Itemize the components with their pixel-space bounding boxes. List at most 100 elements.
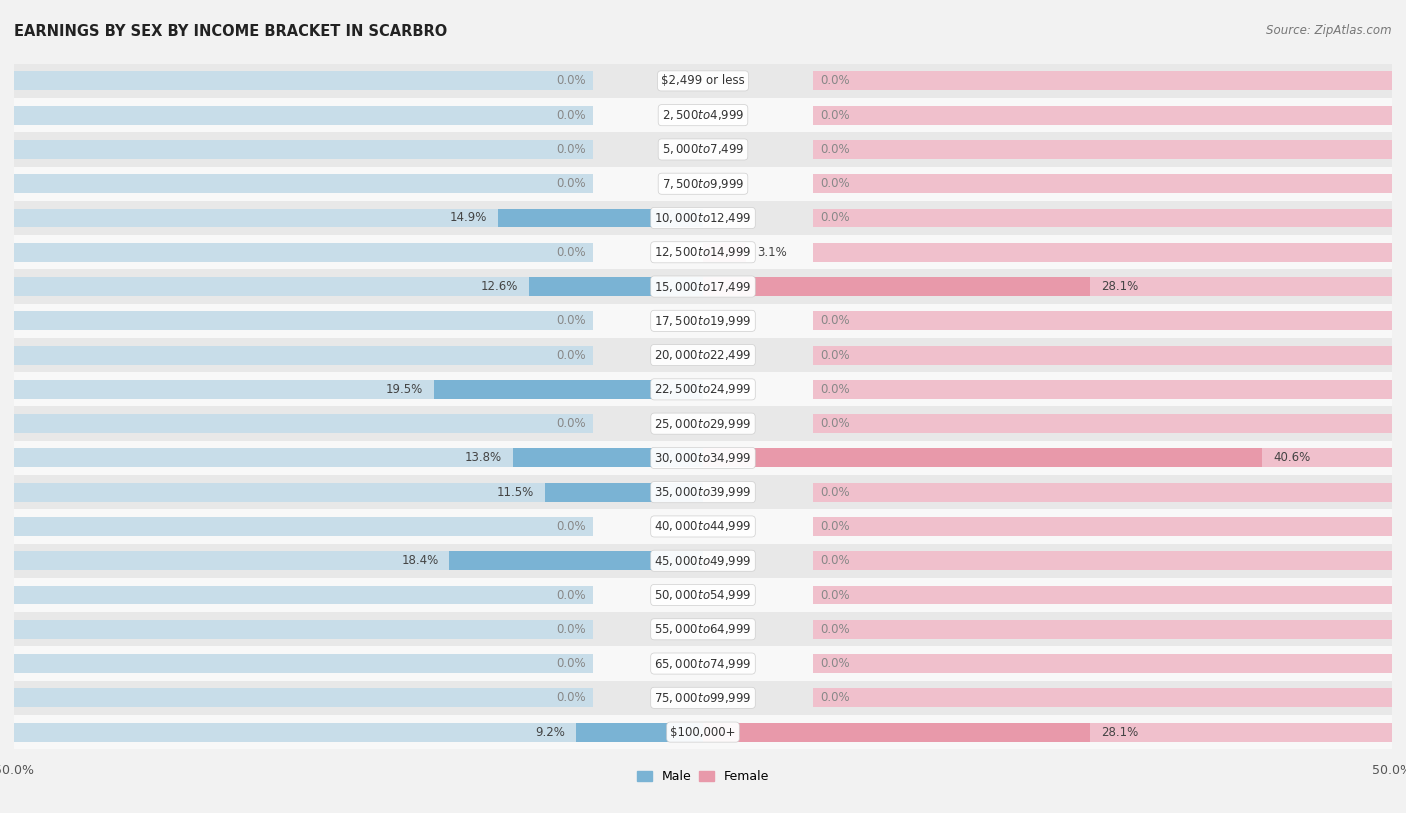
Bar [450,551,703,570]
Text: 0.0%: 0.0% [820,383,849,396]
Text: $100,000+: $100,000+ [671,725,735,738]
Text: 0.0%: 0.0% [820,623,849,636]
Bar [14,414,593,433]
Text: $12,500 to $14,999: $12,500 to $14,999 [654,246,752,259]
Bar [14,585,593,604]
Bar [14,304,1392,338]
Bar [813,414,1392,433]
Text: 40.6%: 40.6% [1274,451,1310,464]
Bar [14,174,593,193]
Text: 13.8%: 13.8% [465,451,502,464]
Bar [14,689,593,707]
Text: 14.9%: 14.9% [450,211,486,224]
Text: $40,000 to $44,999: $40,000 to $44,999 [654,520,752,533]
Bar [14,209,593,228]
Text: 0.0%: 0.0% [557,109,586,122]
Bar [813,723,1392,741]
Bar [14,243,593,262]
Bar [14,346,593,364]
Bar [813,483,1392,502]
Bar [14,723,593,741]
Legend: Male, Female: Male, Female [631,765,775,789]
Text: 0.0%: 0.0% [820,177,849,190]
Text: 28.1%: 28.1% [1101,725,1139,738]
Bar [813,380,1392,399]
Text: 3.1%: 3.1% [756,246,786,259]
Text: 0.0%: 0.0% [557,143,586,156]
Bar [14,654,593,673]
Bar [513,449,703,467]
Text: 18.4%: 18.4% [401,554,439,567]
Bar [813,689,1392,707]
Text: 0.0%: 0.0% [820,657,849,670]
Bar [14,72,593,90]
Bar [14,406,1392,441]
Bar [14,449,593,467]
Bar [813,551,1392,570]
Text: 0.0%: 0.0% [557,520,586,533]
Text: 9.2%: 9.2% [536,725,565,738]
Text: 0.0%: 0.0% [820,485,849,498]
Bar [14,338,1392,372]
Text: $5,000 to $7,499: $5,000 to $7,499 [662,142,744,156]
Bar [703,243,745,262]
Text: $22,500 to $24,999: $22,500 to $24,999 [654,382,752,397]
Bar [14,140,593,159]
Bar [813,106,1392,124]
Bar [813,654,1392,673]
Bar [14,372,1392,406]
Bar [703,277,1090,296]
Bar [14,475,1392,509]
Bar [813,585,1392,604]
Text: $20,000 to $22,499: $20,000 to $22,499 [654,348,752,362]
Bar [14,201,1392,235]
Text: $25,000 to $29,999: $25,000 to $29,999 [654,416,752,431]
Bar [14,612,1392,646]
Bar [813,72,1392,90]
Text: $30,000 to $34,999: $30,000 to $34,999 [654,451,752,465]
Text: 0.0%: 0.0% [820,315,849,328]
Bar [14,509,1392,544]
Bar [813,346,1392,364]
Text: 28.1%: 28.1% [1101,280,1139,293]
Bar [14,98,1392,133]
Text: Source: ZipAtlas.com: Source: ZipAtlas.com [1267,24,1392,37]
Text: $55,000 to $64,999: $55,000 to $64,999 [654,622,752,637]
Bar [14,620,593,639]
Bar [813,243,1392,262]
Text: 12.6%: 12.6% [481,280,519,293]
Text: 0.0%: 0.0% [557,349,586,362]
Text: EARNINGS BY SEX BY INCOME BRACKET IN SCARBRO: EARNINGS BY SEX BY INCOME BRACKET IN SCA… [14,24,447,39]
Bar [14,106,593,124]
Text: 0.0%: 0.0% [557,589,586,602]
Text: 0.0%: 0.0% [557,691,586,704]
Text: $50,000 to $54,999: $50,000 to $54,999 [654,588,752,602]
Bar [813,277,1392,296]
Text: 0.0%: 0.0% [557,315,586,328]
Text: 0.0%: 0.0% [820,520,849,533]
Bar [813,449,1392,467]
Bar [14,63,1392,98]
Text: 0.0%: 0.0% [557,75,586,88]
Text: 0.0%: 0.0% [557,657,586,670]
Bar [14,715,1392,750]
Text: 0.0%: 0.0% [557,417,586,430]
Bar [14,544,1392,578]
Bar [14,441,1392,475]
Bar [14,680,1392,715]
Text: 0.0%: 0.0% [820,211,849,224]
Bar [14,277,593,296]
Bar [434,380,703,399]
Bar [813,140,1392,159]
Bar [14,311,593,330]
Text: $2,499 or less: $2,499 or less [661,75,745,88]
Text: $17,500 to $19,999: $17,500 to $19,999 [654,314,752,328]
Text: 0.0%: 0.0% [820,109,849,122]
Text: 0.0%: 0.0% [820,143,849,156]
Bar [576,723,703,741]
Bar [14,551,593,570]
Bar [813,620,1392,639]
Text: 0.0%: 0.0% [820,349,849,362]
Bar [14,235,1392,269]
Bar [703,449,1263,467]
